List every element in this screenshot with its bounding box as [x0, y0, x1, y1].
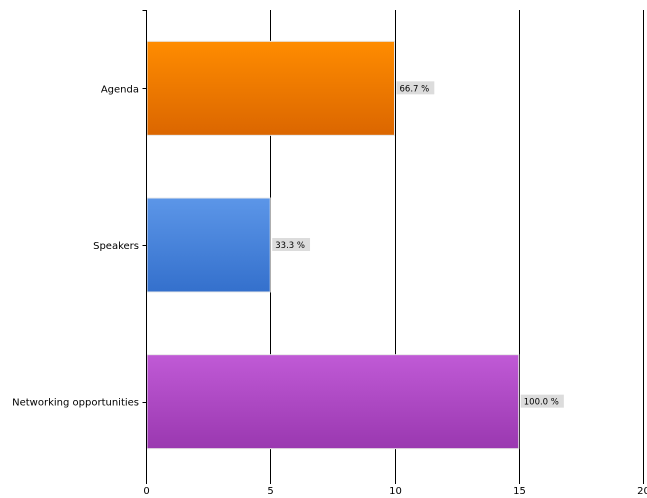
category-label: Agenda: [101, 84, 139, 95]
x-tick-label: 10: [389, 486, 402, 497]
x-tick-label: 15: [513, 486, 526, 497]
category-label: Networking opportunities: [12, 398, 139, 409]
x-tick-label: 0: [143, 486, 149, 497]
data-label: 100.0 %: [524, 398, 559, 408]
bar-agenda: [147, 41, 395, 135]
data-label: 66.7 %: [400, 84, 430, 94]
bar-speakers: [147, 198, 270, 292]
x-tick-label: 20: [637, 486, 647, 497]
x-tick-label: 5: [267, 486, 273, 497]
category-label: Speakers: [93, 241, 139, 252]
bars: [147, 41, 519, 448]
data-label: 33.3 %: [275, 241, 305, 251]
bar-networking-opportunities: [147, 355, 519, 449]
